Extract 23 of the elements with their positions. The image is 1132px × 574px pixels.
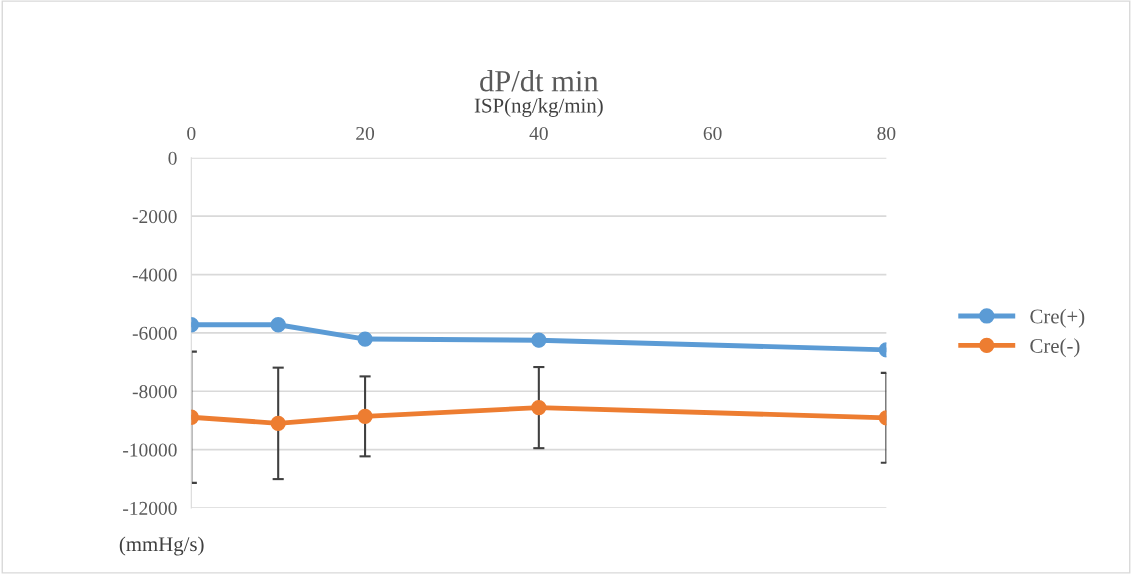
y-tick-label: -10000 bbox=[123, 443, 177, 457]
point bbox=[531, 332, 547, 348]
y-tick-label: -6000 bbox=[132, 326, 177, 340]
y-axis-title: (mmHg/s) bbox=[119, 536, 204, 556]
y-tick-label: -8000 bbox=[132, 385, 177, 399]
y-tick-label: -2000 bbox=[132, 210, 177, 224]
y-tick-label: -4000 bbox=[132, 268, 177, 282]
point bbox=[357, 408, 373, 425]
point bbox=[270, 317, 286, 333]
x-tick-label: 60 bbox=[703, 126, 722, 141]
legend-label: Cre(+) bbox=[1030, 308, 1085, 328]
y-tick-label: 0 bbox=[168, 151, 177, 165]
y-tick-label: -12000 bbox=[123, 501, 177, 515]
point bbox=[270, 415, 286, 432]
x-axis-title: ISP(ng/kg/min) bbox=[474, 97, 603, 117]
point bbox=[357, 331, 373, 347]
legend-label: Cre(-) bbox=[1030, 338, 1080, 358]
x-tick-label: 20 bbox=[356, 126, 375, 141]
x-tick-label: 0 bbox=[187, 126, 196, 141]
point bbox=[531, 399, 547, 416]
x-tick-label: 40 bbox=[529, 126, 548, 141]
chart-title: dP/dt min bbox=[480, 69, 599, 92]
x-tick-label: 80 bbox=[877, 126, 896, 141]
